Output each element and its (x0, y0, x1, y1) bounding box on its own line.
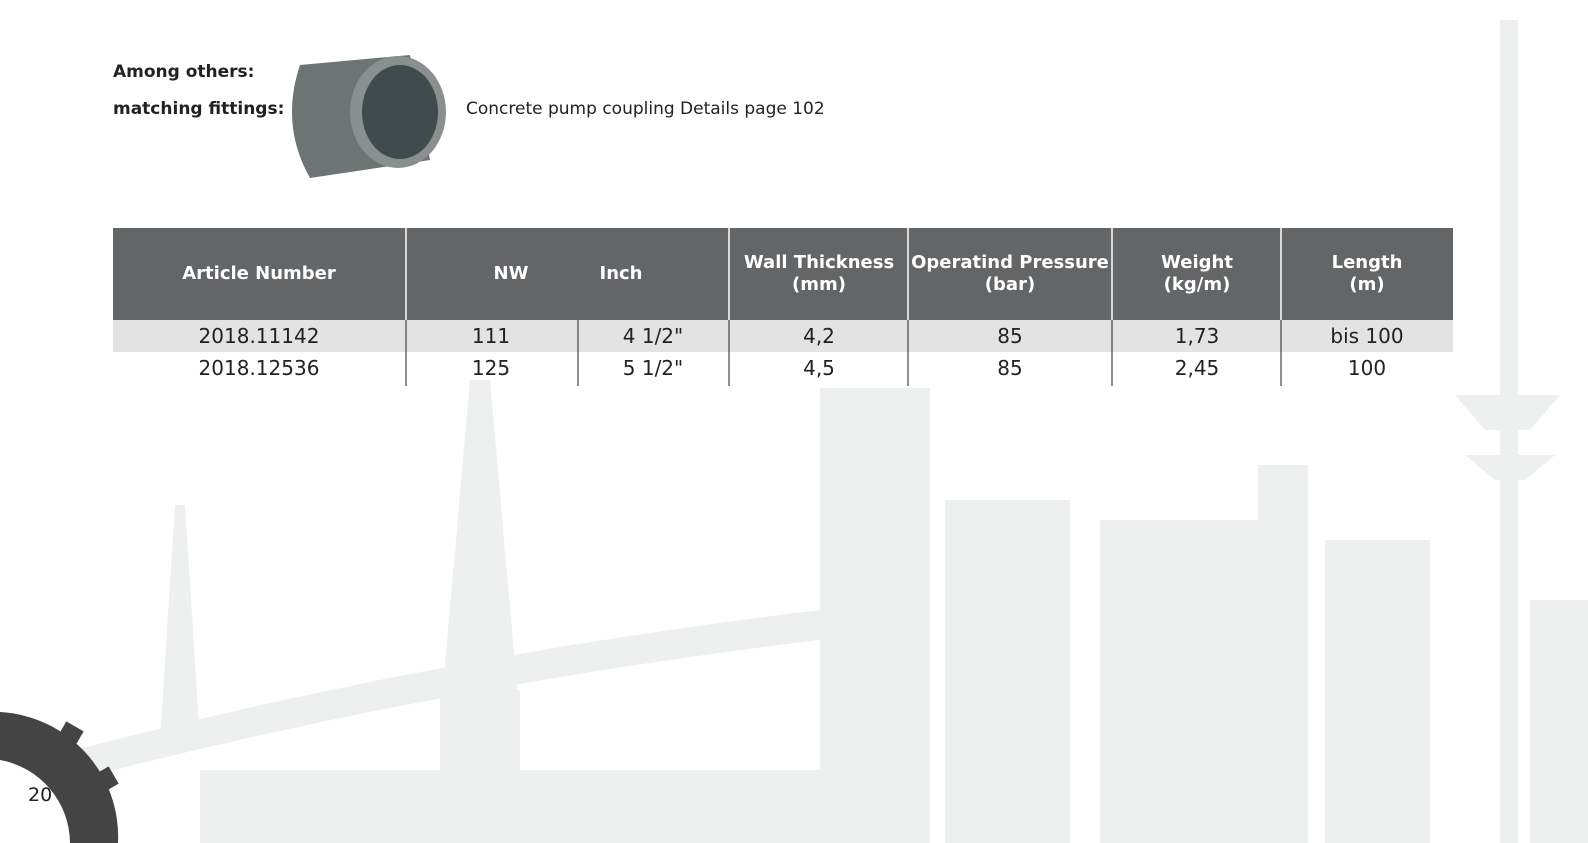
header-line: NW (494, 263, 529, 285)
table-cell: 5 1/2" (623, 356, 683, 380)
table-cell: 111 (472, 324, 510, 348)
table-cell: 85 (997, 324, 1022, 348)
header-line: (m) (1332, 274, 1403, 296)
header-line: Length (1332, 252, 1403, 274)
header-cell: Wall Thickness(mm) (744, 252, 894, 296)
header-line: Weight (1161, 252, 1233, 274)
page-number: 20 (28, 784, 52, 806)
intro-label: matching fittings: (113, 99, 284, 119)
header-line: Operatind Pressure (911, 252, 1109, 274)
page: Among others: matching fittings: Concret… (0, 0, 1588, 843)
table-cell: 85 (997, 356, 1022, 380)
decoration (0, 0, 1588, 843)
header-cell: Inch (600, 263, 643, 285)
table-cell: 100 (1348, 356, 1386, 380)
header-line: Inch (600, 263, 643, 285)
table-cell: 2018.11142 (199, 324, 320, 348)
table-cell: 4,2 (803, 324, 835, 348)
table-cell: 2018.12536 (199, 356, 320, 380)
header-line: Article Number (182, 263, 336, 285)
header-line: Wall Thickness (744, 252, 894, 274)
header-cell: NW (494, 263, 529, 285)
table-cell: 1,73 (1175, 324, 1220, 348)
intro-label: Among others: (113, 62, 254, 82)
table-cell: 4 1/2" (623, 324, 683, 348)
header-cell: Weight(kg/m) (1161, 252, 1233, 296)
header-cell: Article Number (182, 263, 336, 285)
header-line: (kg/m) (1161, 274, 1233, 296)
header-cell: Length(m) (1332, 252, 1403, 296)
table-cell: 125 (472, 356, 510, 380)
header-line: (mm) (744, 274, 894, 296)
header-cell: Operatind Pressure(bar) (911, 252, 1109, 296)
header-line: (bar) (911, 274, 1109, 296)
caption: Concrete pump coupling Details page 102 (466, 99, 825, 119)
product-image (292, 55, 446, 178)
table-cell: bis 100 (1330, 324, 1403, 348)
table-cell: 2,45 (1175, 356, 1220, 380)
table-cell: 4,5 (803, 356, 835, 380)
